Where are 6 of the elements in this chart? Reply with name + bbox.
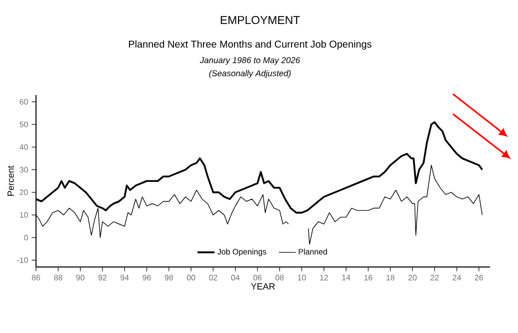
text: (Seasonally Adjusted) <box>209 70 291 78</box>
y-axis-title: Percent <box>8 166 14 196</box>
x-axis-title: YEAR <box>251 283 275 290</box>
chart-subtitle: Planned Next Three Months and Current Job Openings <box>128 40 372 50</box>
chart-title: EMPLOYMENT <box>220 16 300 24</box>
text: January 1986 to May 2026 <box>200 57 300 65</box>
